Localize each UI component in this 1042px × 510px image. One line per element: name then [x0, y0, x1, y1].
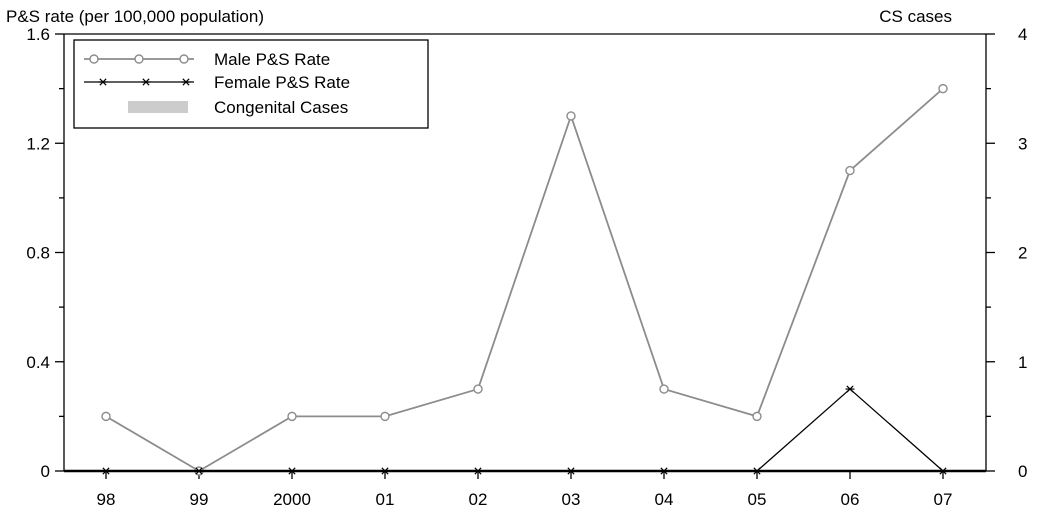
legend-male-marker [179, 54, 189, 64]
legend-label: Male P&S Rate [214, 50, 330, 69]
female-point [845, 385, 855, 393]
x-tick-label: 2000 [273, 490, 311, 509]
legend-box [73, 39, 429, 129]
left-tick-label: 1.6 [26, 25, 50, 44]
right-tick-label: 1 [1018, 353, 1027, 372]
male-point [473, 384, 483, 394]
left-tick-label: 0 [41, 462, 50, 481]
male-point [659, 384, 669, 394]
left-tick-label: 0.8 [26, 244, 50, 263]
legend: Male P&S Rate Female P&S Rate Congenital C… [73, 39, 429, 129]
x-tick-label: 02 [469, 490, 488, 509]
legend-female-marker [141, 78, 151, 86]
male-series-line [105, 87, 944, 473]
x-tick-label: 99 [190, 490, 209, 509]
x-tick-label: 07 [934, 490, 953, 509]
x-tick-label: 05 [748, 490, 767, 509]
male-point [845, 165, 855, 176]
x-tick-label: 04 [655, 490, 674, 509]
right-axis-title: CS cases [879, 7, 952, 26]
male-point [380, 411, 390, 422]
male-point [566, 111, 576, 121]
right-tick-label: 4 [1018, 25, 1027, 44]
legend-label: Female P&S Rate [214, 73, 350, 92]
male-point [287, 411, 297, 422]
legend-female-marker [181, 78, 191, 86]
right-tick-label: 0 [1018, 462, 1027, 481]
legend-male-marker [89, 54, 99, 64]
male-point [101, 411, 111, 422]
x-tick-label: 03 [562, 490, 581, 509]
x-tick-label: 01 [376, 490, 395, 509]
x-tick-label: 98 [97, 490, 116, 509]
left-tick-label: 1.2 [26, 134, 50, 153]
legend-male-marker [134, 54, 144, 64]
male-point [938, 83, 948, 94]
male-point [752, 411, 762, 422]
right-tick-label: 2 [1018, 244, 1027, 263]
legend-female-marker [98, 78, 108, 86]
left-tick-label: 0.4 [26, 353, 50, 372]
legend-label: Congenital Cases [214, 98, 348, 117]
x-tick-label: 06 [841, 490, 860, 509]
left-axis-title: P&S rate (per 100,000 population) [6, 7, 264, 26]
legend-congenital-swatch [128, 101, 188, 113]
female-series-line [106, 388, 944, 472]
right-tick-label: 3 [1018, 134, 1027, 153]
